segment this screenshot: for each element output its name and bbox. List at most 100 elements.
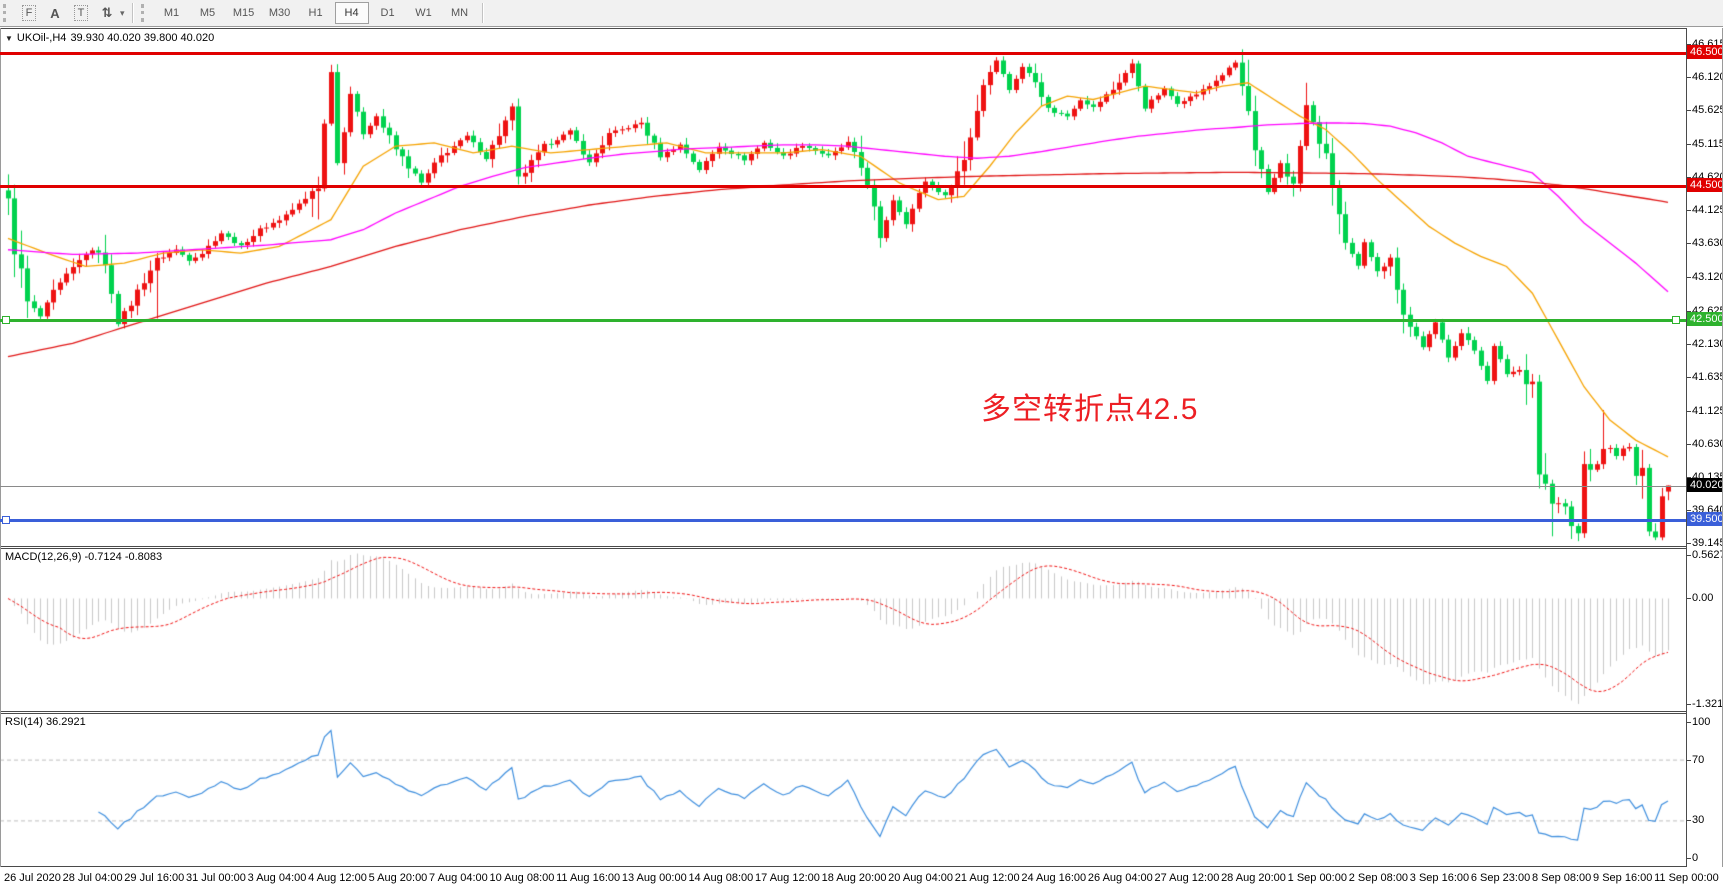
axis-price-label: 41.635 xyxy=(1692,370,1723,383)
date-axis[interactable]: 26 Jul 2020 28 Jul 04:00 29 Jul 16:00 31 Ju… xyxy=(0,868,1723,893)
date-axis-label: 17 Aug 12:00 xyxy=(755,872,820,884)
date-axis-label: 27 Aug 12:00 xyxy=(1154,872,1220,884)
hline-object-39.500[interactable] xyxy=(0,519,1686,522)
axis-tick xyxy=(1687,703,1691,705)
axis-tick xyxy=(1687,343,1691,345)
date-axis-label: 4 Aug 12:00 xyxy=(308,872,367,884)
toolbar-grip[interactable] xyxy=(140,4,149,22)
timeframe-button-m30[interactable]: M30 xyxy=(268,7,291,19)
date-axis-label: 13 Aug 00:00 xyxy=(621,872,687,884)
axis-price-label: -1.3216 xyxy=(1692,697,1723,710)
date-axis-label: 2 Sep 08:00 xyxy=(1348,872,1409,884)
current-price-line xyxy=(0,486,1686,487)
collapse-triangle-icon[interactable]: ▼ xyxy=(5,34,13,43)
axis-price-label: 0 xyxy=(1692,852,1699,864)
price-axis[interactable]: 46.61546.12045.62545.11544.62044.12543.6… xyxy=(1686,28,1723,867)
rsi-canvas[interactable] xyxy=(0,714,1686,866)
axis-price-label: 41.125 xyxy=(1692,404,1723,417)
axis-price-badge: 44.500 xyxy=(1687,178,1723,193)
axis-price-label: 0.5627 xyxy=(1692,549,1723,561)
hline-handle-right[interactable] xyxy=(1672,316,1680,324)
timeframe-button-m1[interactable]: M1 xyxy=(163,7,180,19)
axis-price-label: 39.145 xyxy=(1692,536,1723,549)
chart-text-annotation[interactable]: 多空转折点42.5 xyxy=(981,393,1199,426)
axis-tick xyxy=(1687,210,1691,212)
axis-price-badge: 39.500 xyxy=(1687,512,1723,527)
axis-price-label: 42.130 xyxy=(1692,337,1723,350)
date-axis-label: 21 Aug 12:00 xyxy=(954,872,1020,884)
timeframe-button-group: M1 M5 M15 M30 H1 H4 D1 W1 MN xyxy=(154,2,478,24)
date-axis-label: 3 Sep 16:00 xyxy=(1409,872,1470,884)
axis-tick xyxy=(1687,310,1691,312)
date-axis-label: 24 Aug 16:00 xyxy=(1021,872,1087,884)
date-axis-label: 26 Aug 04:00 xyxy=(1087,872,1153,884)
ohlc-quote-label: 39.930 40.020 39.800 40.020 xyxy=(70,32,215,44)
date-axis-label: 6 Sep 23:00 xyxy=(1470,872,1531,884)
indicator-frame-icon[interactable]: F xyxy=(17,3,41,24)
date-axis-label: 9 Sep 16:00 xyxy=(1593,872,1653,884)
axis-tick xyxy=(1687,759,1691,761)
hline-object-44.500[interactable] xyxy=(0,185,1686,188)
hline-object-46.500[interactable] xyxy=(0,52,1686,55)
date-axis-label: 20 Aug 04:00 xyxy=(888,872,954,884)
date-axis-label: 8 Sep 08:00 xyxy=(1531,872,1592,884)
text-annotation-glyph: A xyxy=(50,5,60,21)
text-box-tool-icon[interactable]: T xyxy=(69,3,93,24)
date-axis-label: 11 Aug 16:00 xyxy=(556,872,621,884)
axis-tick xyxy=(1687,443,1691,445)
axis-price-label: 43.630 xyxy=(1692,237,1723,250)
date-axis-label: 28 Jul 04:00 xyxy=(62,872,123,884)
macd-label: MACD(12,26,9) -0.7124 -0.8083 xyxy=(5,551,163,563)
symbol-period-label: UKOil-,H4 xyxy=(16,32,67,44)
axis-tick xyxy=(1687,598,1691,600)
axis-tick xyxy=(1687,77,1691,79)
timeframe-button-h1[interactable]: H1 xyxy=(308,7,323,19)
panel-splitter[interactable] xyxy=(0,711,1723,714)
chart-title: ▼ UKOil-,H4 39.930 40.020 39.800 40.020 xyxy=(5,32,218,44)
rsi-label: RSI(14) 36.2921 xyxy=(5,716,86,728)
toolbar: F A T ⇅ ▾ M1 M5 M15 M30 H1 H4 D1 W1 MN xyxy=(0,0,1723,27)
axis-tick xyxy=(1687,476,1691,478)
date-axis-label: 1 Sep 00:00 xyxy=(1287,872,1347,884)
hline-object-42.500[interactable] xyxy=(0,319,1686,322)
main-chart-panel: ▼ UKOil-,H4 39.930 40.020 39.800 40.020 多空… xyxy=(0,28,1686,547)
hline-handle-left[interactable] xyxy=(2,516,10,524)
date-axis-label: 29 Jul 16:00 xyxy=(124,872,185,884)
axis-tick xyxy=(1687,376,1691,378)
axis-tick xyxy=(1687,110,1691,112)
axis-tick xyxy=(1687,820,1691,822)
panel-splitter[interactable] xyxy=(0,546,1723,549)
timeframe-button-m5[interactable]: M5 xyxy=(199,7,216,19)
window-left-edge xyxy=(0,28,1,867)
date-axis-label: 28 Aug 20:00 xyxy=(1221,872,1286,884)
axis-tick xyxy=(1687,410,1691,412)
date-axis-separator xyxy=(0,866,1723,867)
axis-price-label: 0.00 xyxy=(1692,592,1714,605)
price-chart-canvas[interactable] xyxy=(0,30,1686,547)
date-axis-label: 14 Aug 08:00 xyxy=(688,872,754,884)
timeframe-button-h4[interactable]: H4 xyxy=(334,2,369,24)
text-annotation-icon[interactable]: A xyxy=(43,3,67,24)
date-axis-label: 7 Aug 04:00 xyxy=(429,872,488,884)
timeframe-button-w1[interactable]: W1 xyxy=(415,7,432,19)
cursor-arrows-glyph: ⇅ xyxy=(101,5,113,20)
timeframe-button-mn[interactable]: MN xyxy=(450,7,469,19)
dropdown-caret-icon[interactable]: ▾ xyxy=(120,7,125,18)
axis-price-label: 40.630 xyxy=(1692,437,1723,450)
date-axis-label: 18 Aug 20:00 xyxy=(821,872,887,884)
macd-canvas[interactable] xyxy=(0,549,1686,711)
axis-price-badge: 46.500 xyxy=(1687,44,1723,59)
cursor-arrows-icon[interactable]: ⇅ xyxy=(95,3,119,24)
indicator-frame-glyph: F xyxy=(21,5,37,21)
date-axis-label: 26 Jul 2020 xyxy=(4,872,61,884)
axis-tick xyxy=(1687,858,1691,859)
hline-handle-left[interactable] xyxy=(2,316,10,324)
axis-price-label: 100 xyxy=(1692,716,1711,728)
axis-price-label: 45.625 xyxy=(1692,104,1723,117)
toolbar-grip[interactable] xyxy=(3,4,11,22)
axis-tick xyxy=(1687,177,1691,179)
rsi-panel: RSI(14) 36.2921 xyxy=(0,714,1686,866)
timeframe-button-d1[interactable]: D1 xyxy=(380,7,395,19)
timeframe-button-m15[interactable]: M15 xyxy=(232,7,255,19)
